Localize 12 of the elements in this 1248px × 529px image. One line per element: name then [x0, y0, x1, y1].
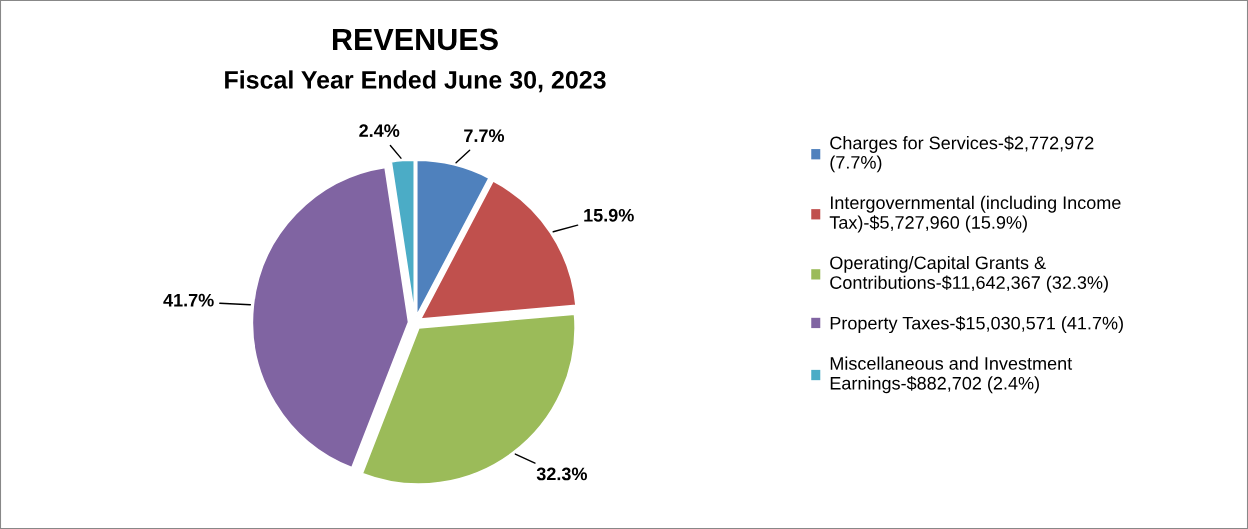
legend-label: Miscellaneous and Investment Earnings-$882,702 (2.4%)	[830, 356, 1073, 394]
data-label: 7.7%	[464, 129, 505, 143]
data-label: 41.7%	[163, 293, 214, 307]
legend-label: Intergovernmental (including Income Tax)-$5,727,960 (15.9%)	[829, 195, 1121, 233]
data-label: 2.4%	[359, 124, 400, 138]
chart-title: REVENUES	[332, 28, 498, 51]
chart-subtitle: Fiscal Year Ended June 30, 2023	[225, 70, 606, 93]
legend-label: Property Taxes-$15,030,571 (41.7%)	[830, 315, 1123, 334]
data-label: 32.3%	[536, 467, 587, 481]
data-label: 15.9%	[584, 208, 634, 222]
legend-label: Charges for Services-$2,772,972 (7.7%)	[830, 135, 1094, 173]
legend-label: Operating/Capital Grants & Contributions-$11,642,367 (32.3%)	[830, 255, 1108, 293]
